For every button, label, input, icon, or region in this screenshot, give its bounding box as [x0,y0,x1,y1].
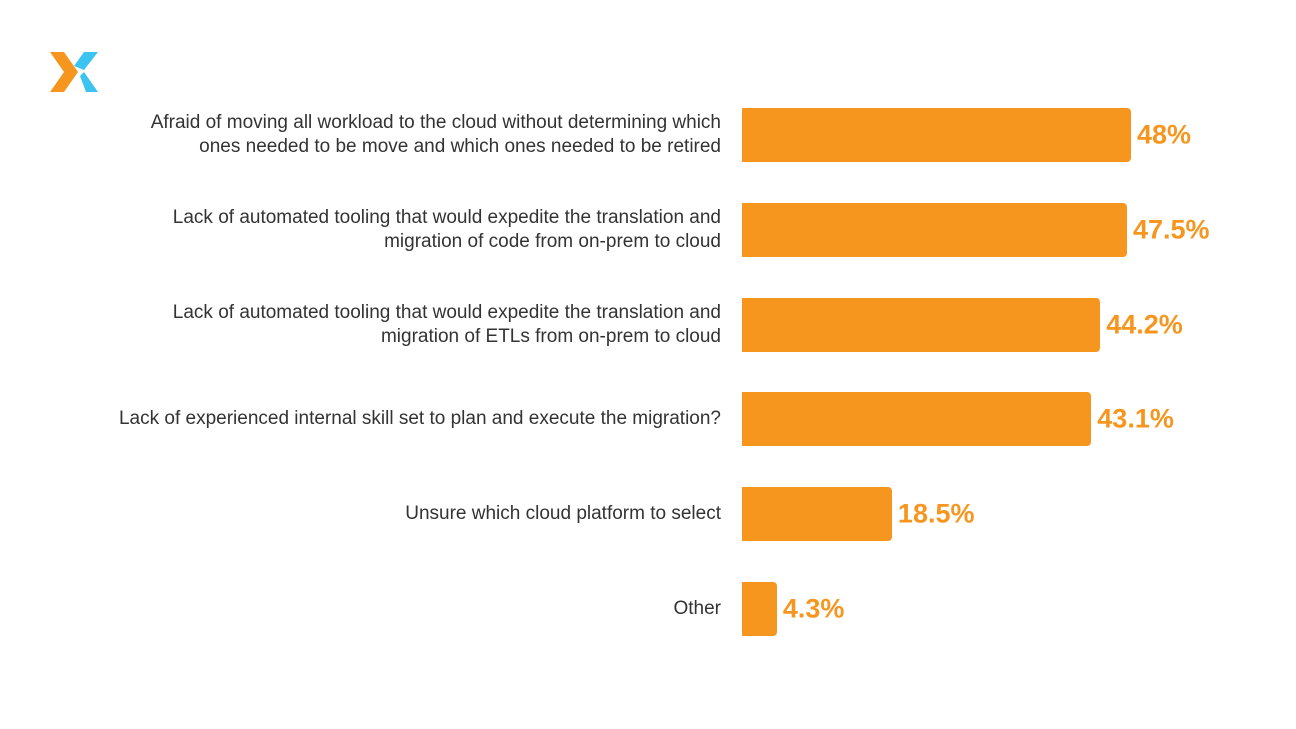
category-label-line: migration of ETLs from on-prem to cloud [380,325,721,347]
data-label: 44.2% [1106,309,1183,340]
data-label: 48% [1137,119,1192,150]
bar [742,297,1101,352]
data-label: 43.1% [1097,403,1174,434]
category-label: Unsure which cloud platform to select [41,502,721,526]
category-label-line: Lack of experienced internal skill set t… [118,408,721,430]
category-label-line: Afraid of moving all workload to the clo… [150,112,721,133]
bar [742,202,1127,257]
category-label-line: Unsure which cloud platform to select [405,503,721,525]
category-label: Other [41,597,721,621]
category-label-line: migration of code from on-prem to cloud [384,230,721,252]
category-label: Lack of automated tooling that would exp… [41,301,721,349]
bar [742,392,1092,447]
data-label: 18.5% [897,498,975,529]
category-label: Afraid of moving all workload to the clo… [41,111,721,159]
data-label: 47.5% [1132,214,1210,245]
category-label-line: ones needed to be move and which ones ne… [199,136,721,157]
category-label-line: Lack of automated tooling that would exp… [172,301,721,323]
data-label: 4.3% [782,593,845,624]
logo [50,52,100,101]
category-label-line: Lack of automated tooling that would exp… [172,206,721,228]
bar [742,487,892,542]
category-label: Lack of experienced internal skill set t… [41,407,721,431]
x-logo-icon [50,52,98,92]
category-label-line: Other [673,598,721,619]
category-label: Lack of automated tooling that would exp… [41,206,721,254]
bar [742,582,777,636]
bar [742,108,1131,162]
